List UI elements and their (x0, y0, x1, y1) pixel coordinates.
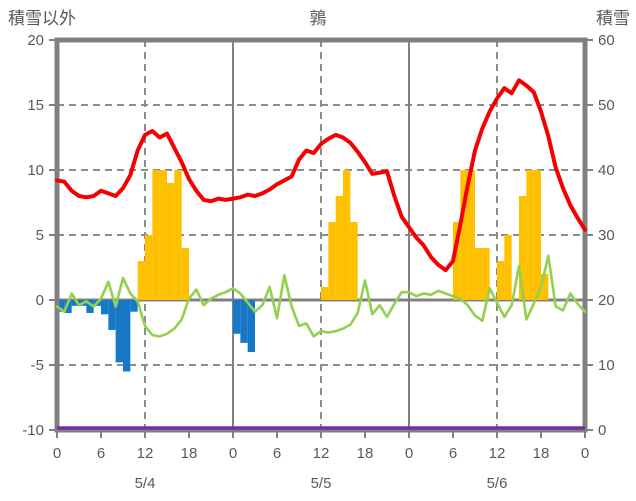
blue-bar (115, 300, 123, 363)
yellow-bar (482, 248, 490, 300)
yellow-bar (159, 170, 167, 300)
blue-bar (101, 300, 109, 315)
green-line (55, 254, 587, 338)
yellow-bar (174, 170, 182, 300)
yellow-bar (350, 222, 358, 300)
yellow-bar (526, 170, 534, 300)
yellow-bar (181, 248, 189, 300)
hour-tick-label: 6 (449, 445, 457, 462)
right-axis-tick-label: 30 (598, 227, 615, 244)
hour-tick-label: 0 (229, 445, 237, 462)
date-label: 5/5 (311, 475, 332, 492)
blue-bar (240, 300, 248, 343)
yellow-bar (504, 235, 512, 300)
yellow-bar (453, 222, 461, 300)
blue-bar (108, 300, 116, 330)
blue-bar (86, 300, 94, 313)
left-axis-tick-label: 20 (27, 32, 44, 49)
red-line (55, 78, 587, 273)
hour-tick-label: 12 (489, 445, 506, 462)
yellow-bar (152, 170, 160, 300)
hour-tick-label: 18 (181, 445, 198, 462)
right-axis-tick-label: 0 (598, 422, 606, 439)
yellow-bar (343, 170, 351, 300)
yellow-bar (137, 261, 145, 300)
yellow-bar (475, 248, 483, 300)
blue-bar (233, 300, 241, 334)
yellow-bar (145, 235, 153, 300)
yellow-bar (533, 170, 541, 300)
left-axis-tick-label: -10 (22, 422, 44, 439)
left-axis-tick-label: 10 (27, 162, 44, 179)
right-axis-tick-label: 60 (598, 32, 615, 49)
blue-bar (71, 300, 79, 306)
yellow-bar (335, 196, 343, 300)
right-axis-title: 積雪 (596, 9, 630, 28)
hour-tick-label: 12 (313, 445, 330, 462)
yellow-bar (328, 222, 336, 300)
blue-bar (123, 300, 131, 372)
blue-bar (130, 300, 138, 312)
right-axis-tick-label: 20 (598, 292, 615, 309)
left-axis-tick-label: 5 (36, 227, 44, 244)
date-label: 5/6 (487, 475, 508, 492)
right-axis-tick-label: 50 (598, 97, 615, 114)
left-axis-tick-label: 0 (36, 292, 44, 309)
hour-tick-label: 0 (53, 445, 61, 462)
yellow-bar (541, 274, 549, 300)
blue-bar (247, 300, 255, 352)
left-axis-tick-label: 15 (27, 97, 44, 114)
yellow-bar (467, 170, 475, 300)
hour-tick-label: 6 (273, 445, 281, 462)
yellow-bar (167, 183, 175, 300)
hour-tick-label: 12 (137, 445, 154, 462)
hour-tick-label: 18 (357, 445, 374, 462)
yellow-bar (497, 261, 505, 300)
yellow-bar (321, 287, 329, 300)
right-axis-tick-label: 40 (598, 162, 615, 179)
hour-tick-label: 6 (97, 445, 105, 462)
blue-bar (64, 300, 72, 313)
left-axis-tick-label: -5 (31, 357, 44, 374)
left-axis-title: 積雪以外 (8, 9, 76, 28)
yellow-bar (519, 196, 527, 300)
hour-tick-label: 18 (533, 445, 550, 462)
yellow-bar (460, 170, 468, 300)
hour-tick-label: 0 (581, 445, 589, 462)
hour-tick-label: 0 (405, 445, 413, 462)
blue-bar (57, 300, 65, 312)
chart-title: 鶉 (310, 9, 327, 28)
right-axis-tick-label: 10 (598, 357, 615, 374)
date-label: 5/4 (135, 475, 156, 492)
